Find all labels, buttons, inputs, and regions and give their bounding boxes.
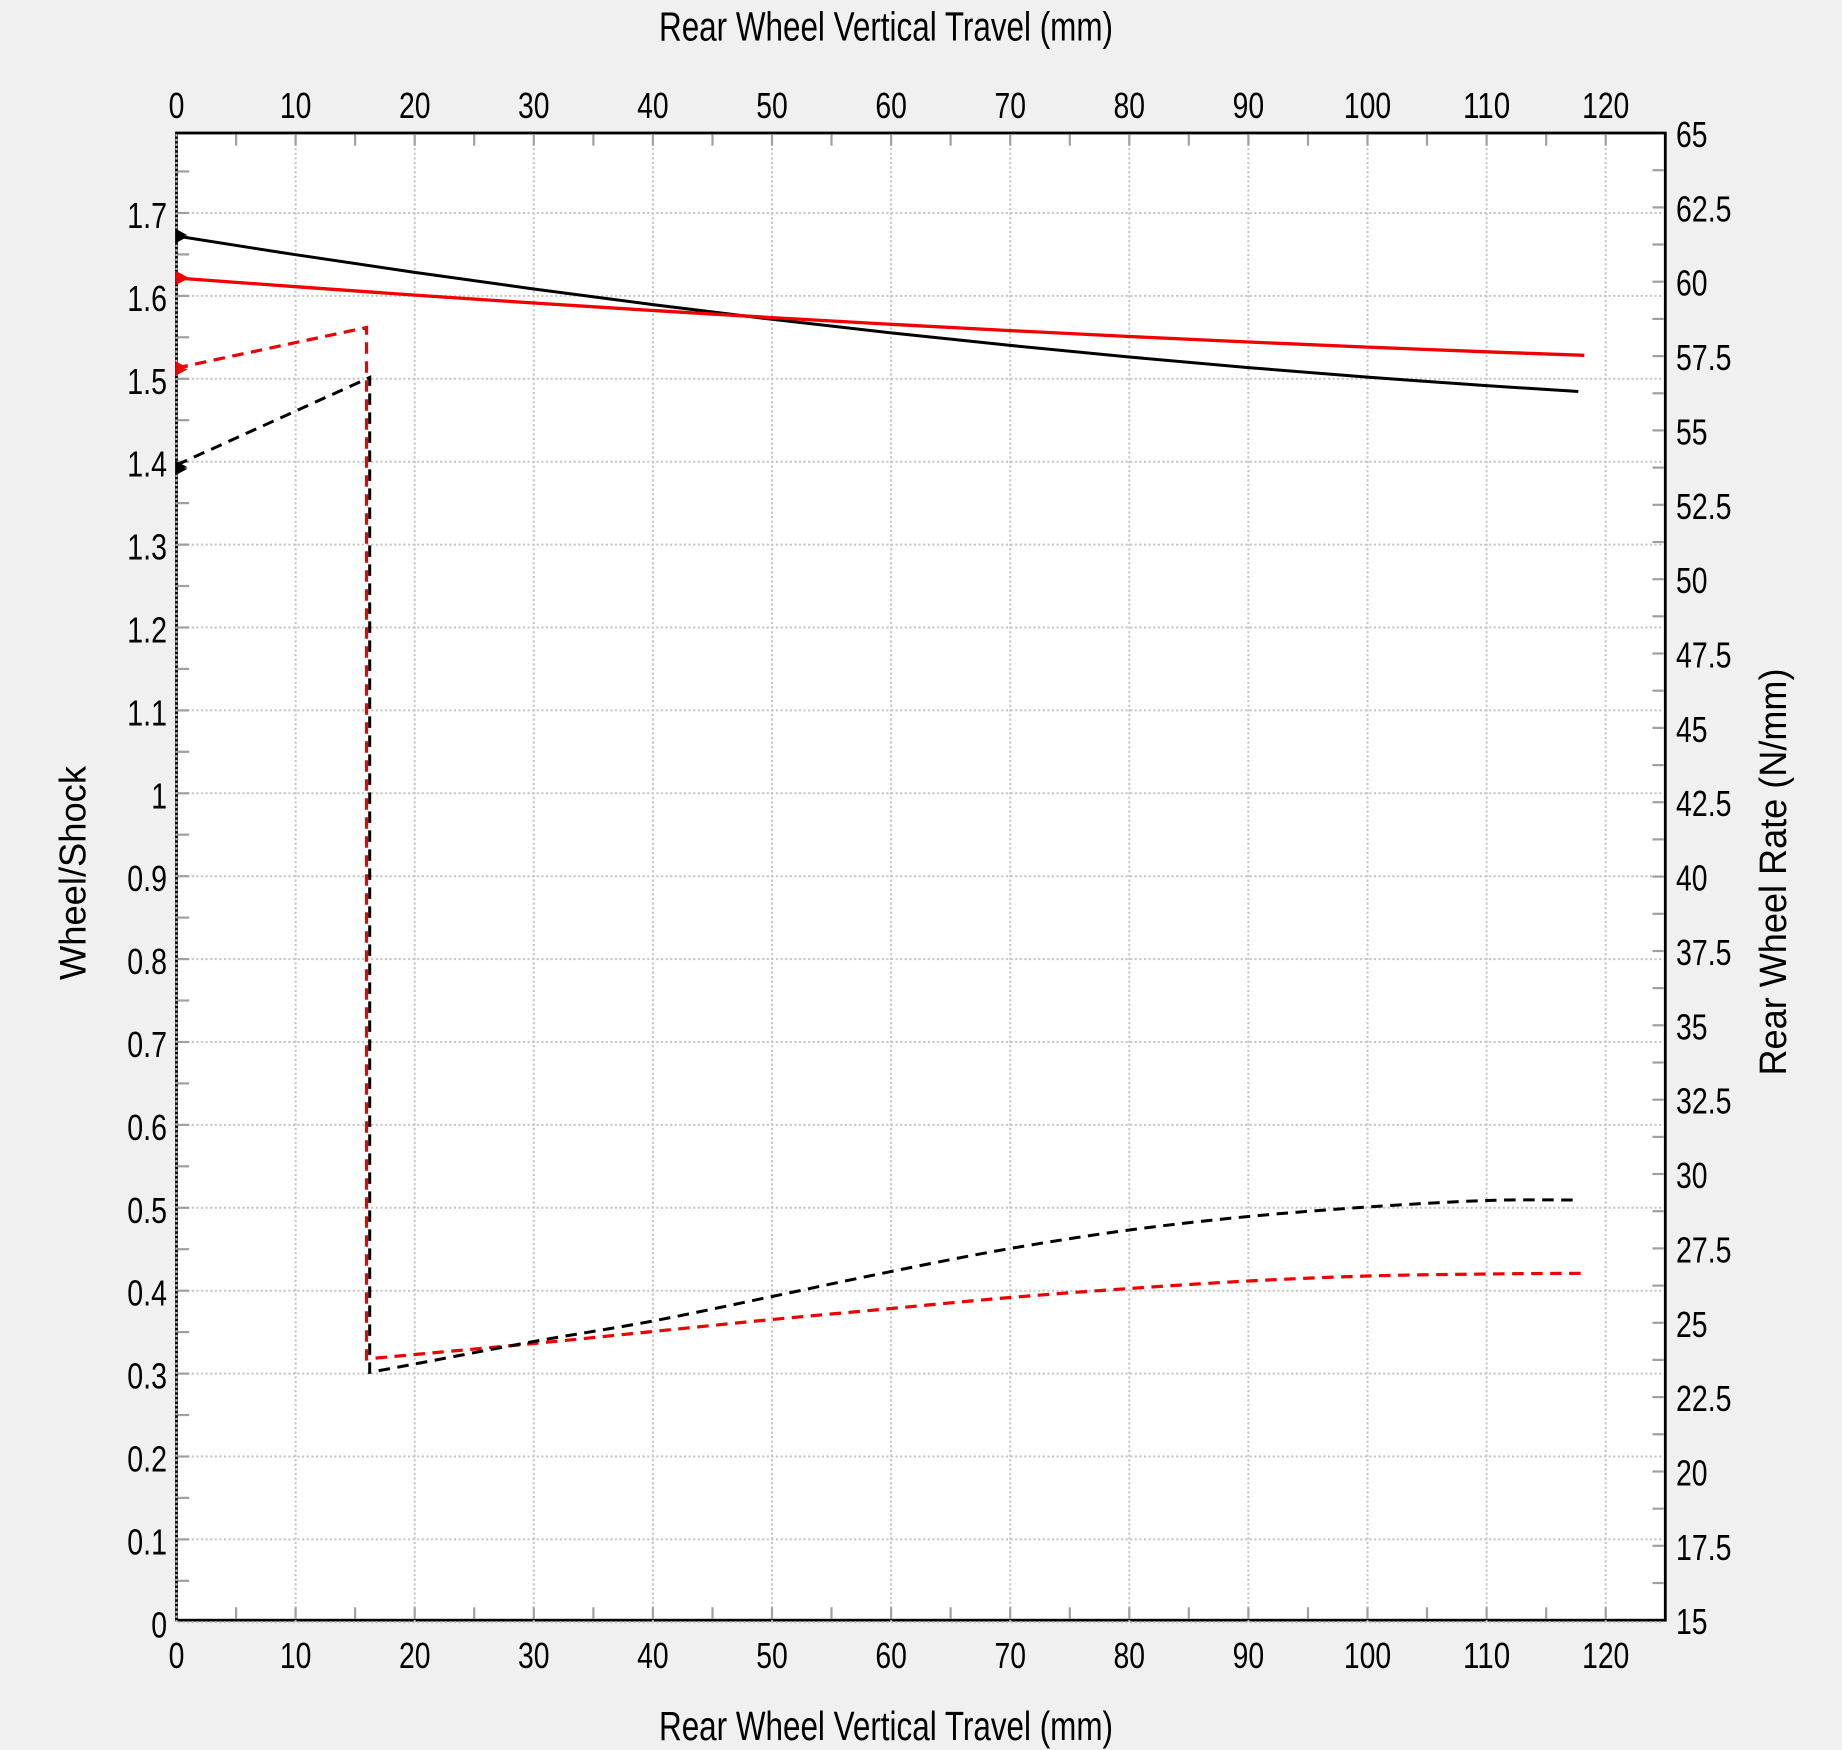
svg-text:22.5: 22.5 [1676,1378,1732,1419]
svg-text:30: 30 [1676,1155,1708,1196]
svg-text:0.4: 0.4 [127,1273,167,1314]
svg-text:0.9: 0.9 [127,858,167,899]
svg-text:0.6: 0.6 [127,1107,167,1148]
svg-text:120: 120 [1582,85,1629,126]
svg-text:30: 30 [518,1635,550,1676]
svg-text:0.8: 0.8 [127,941,167,982]
svg-text:1.4: 1.4 [127,444,167,485]
svg-text:0.7: 0.7 [127,1024,167,1065]
svg-text:20: 20 [399,85,431,126]
svg-text:10: 10 [280,1635,312,1676]
svg-text:52.5: 52.5 [1676,486,1732,527]
svg-text:110: 110 [1463,1635,1510,1676]
svg-text:20: 20 [399,1635,431,1676]
svg-text:Rear Wheel Rate (N/mm): Rear Wheel Rate (N/mm) [1753,669,1795,1076]
svg-text:120: 120 [1582,1635,1629,1676]
svg-text:50: 50 [1676,560,1708,601]
svg-text:1.1: 1.1 [127,692,167,733]
svg-text:40: 40 [1676,858,1708,899]
svg-text:55: 55 [1676,411,1708,452]
svg-text:37.5: 37.5 [1676,932,1732,973]
svg-text:32.5: 32.5 [1676,1081,1732,1122]
svg-text:80: 80 [1114,1635,1146,1676]
svg-text:17.5: 17.5 [1676,1527,1732,1568]
svg-text:0.5: 0.5 [127,1190,167,1231]
svg-text:1.3: 1.3 [127,527,167,568]
svg-text:42.5: 42.5 [1676,783,1732,824]
svg-text:15: 15 [1676,1601,1708,1642]
svg-text:0: 0 [151,1604,167,1645]
svg-text:1: 1 [151,775,167,816]
svg-text:62.5: 62.5 [1676,188,1732,229]
svg-text:50: 50 [756,1635,788,1676]
svg-text:1.7: 1.7 [127,195,167,236]
svg-text:100: 100 [1344,85,1391,126]
svg-text:1.6: 1.6 [127,278,167,319]
svg-text:40: 40 [637,85,669,126]
svg-text:10: 10 [280,85,312,126]
svg-text:0: 0 [169,1635,185,1676]
svg-text:40: 40 [637,1635,669,1676]
svg-text:Rear Wheel Vertical Travel (mm: Rear Wheel Vertical Travel (mm) [659,4,1113,50]
svg-text:20: 20 [1676,1453,1708,1494]
svg-text:Rear Wheel Vertical Travel (mm: Rear Wheel Vertical Travel (mm) [659,1703,1113,1749]
svg-text:0.1: 0.1 [127,1521,167,1562]
svg-text:30: 30 [518,85,550,126]
svg-text:110: 110 [1463,85,1510,126]
svg-text:80: 80 [1114,85,1146,126]
svg-text:100: 100 [1344,1635,1391,1676]
svg-text:47.5: 47.5 [1676,635,1732,676]
svg-text:65: 65 [1676,114,1708,155]
svg-text:90: 90 [1233,85,1265,126]
svg-text:1.2: 1.2 [127,610,167,651]
svg-text:70: 70 [994,85,1026,126]
svg-text:60: 60 [875,85,907,126]
svg-text:35: 35 [1676,1006,1708,1047]
svg-text:57.5: 57.5 [1676,337,1732,378]
svg-text:0.3: 0.3 [127,1356,167,1397]
svg-text:27.5: 27.5 [1676,1229,1732,1270]
svg-text:0.2: 0.2 [127,1439,167,1480]
svg-text:90: 90 [1233,1635,1265,1676]
svg-text:45: 45 [1676,709,1708,750]
svg-text:50: 50 [756,85,788,126]
svg-text:Wheel/Shock: Wheel/Shock [53,766,94,980]
svg-text:1.5: 1.5 [127,361,167,402]
svg-text:70: 70 [994,1635,1026,1676]
svg-text:60: 60 [1676,263,1708,304]
svg-text:0: 0 [169,85,185,126]
svg-text:60: 60 [875,1635,907,1676]
svg-text:25: 25 [1676,1304,1708,1345]
